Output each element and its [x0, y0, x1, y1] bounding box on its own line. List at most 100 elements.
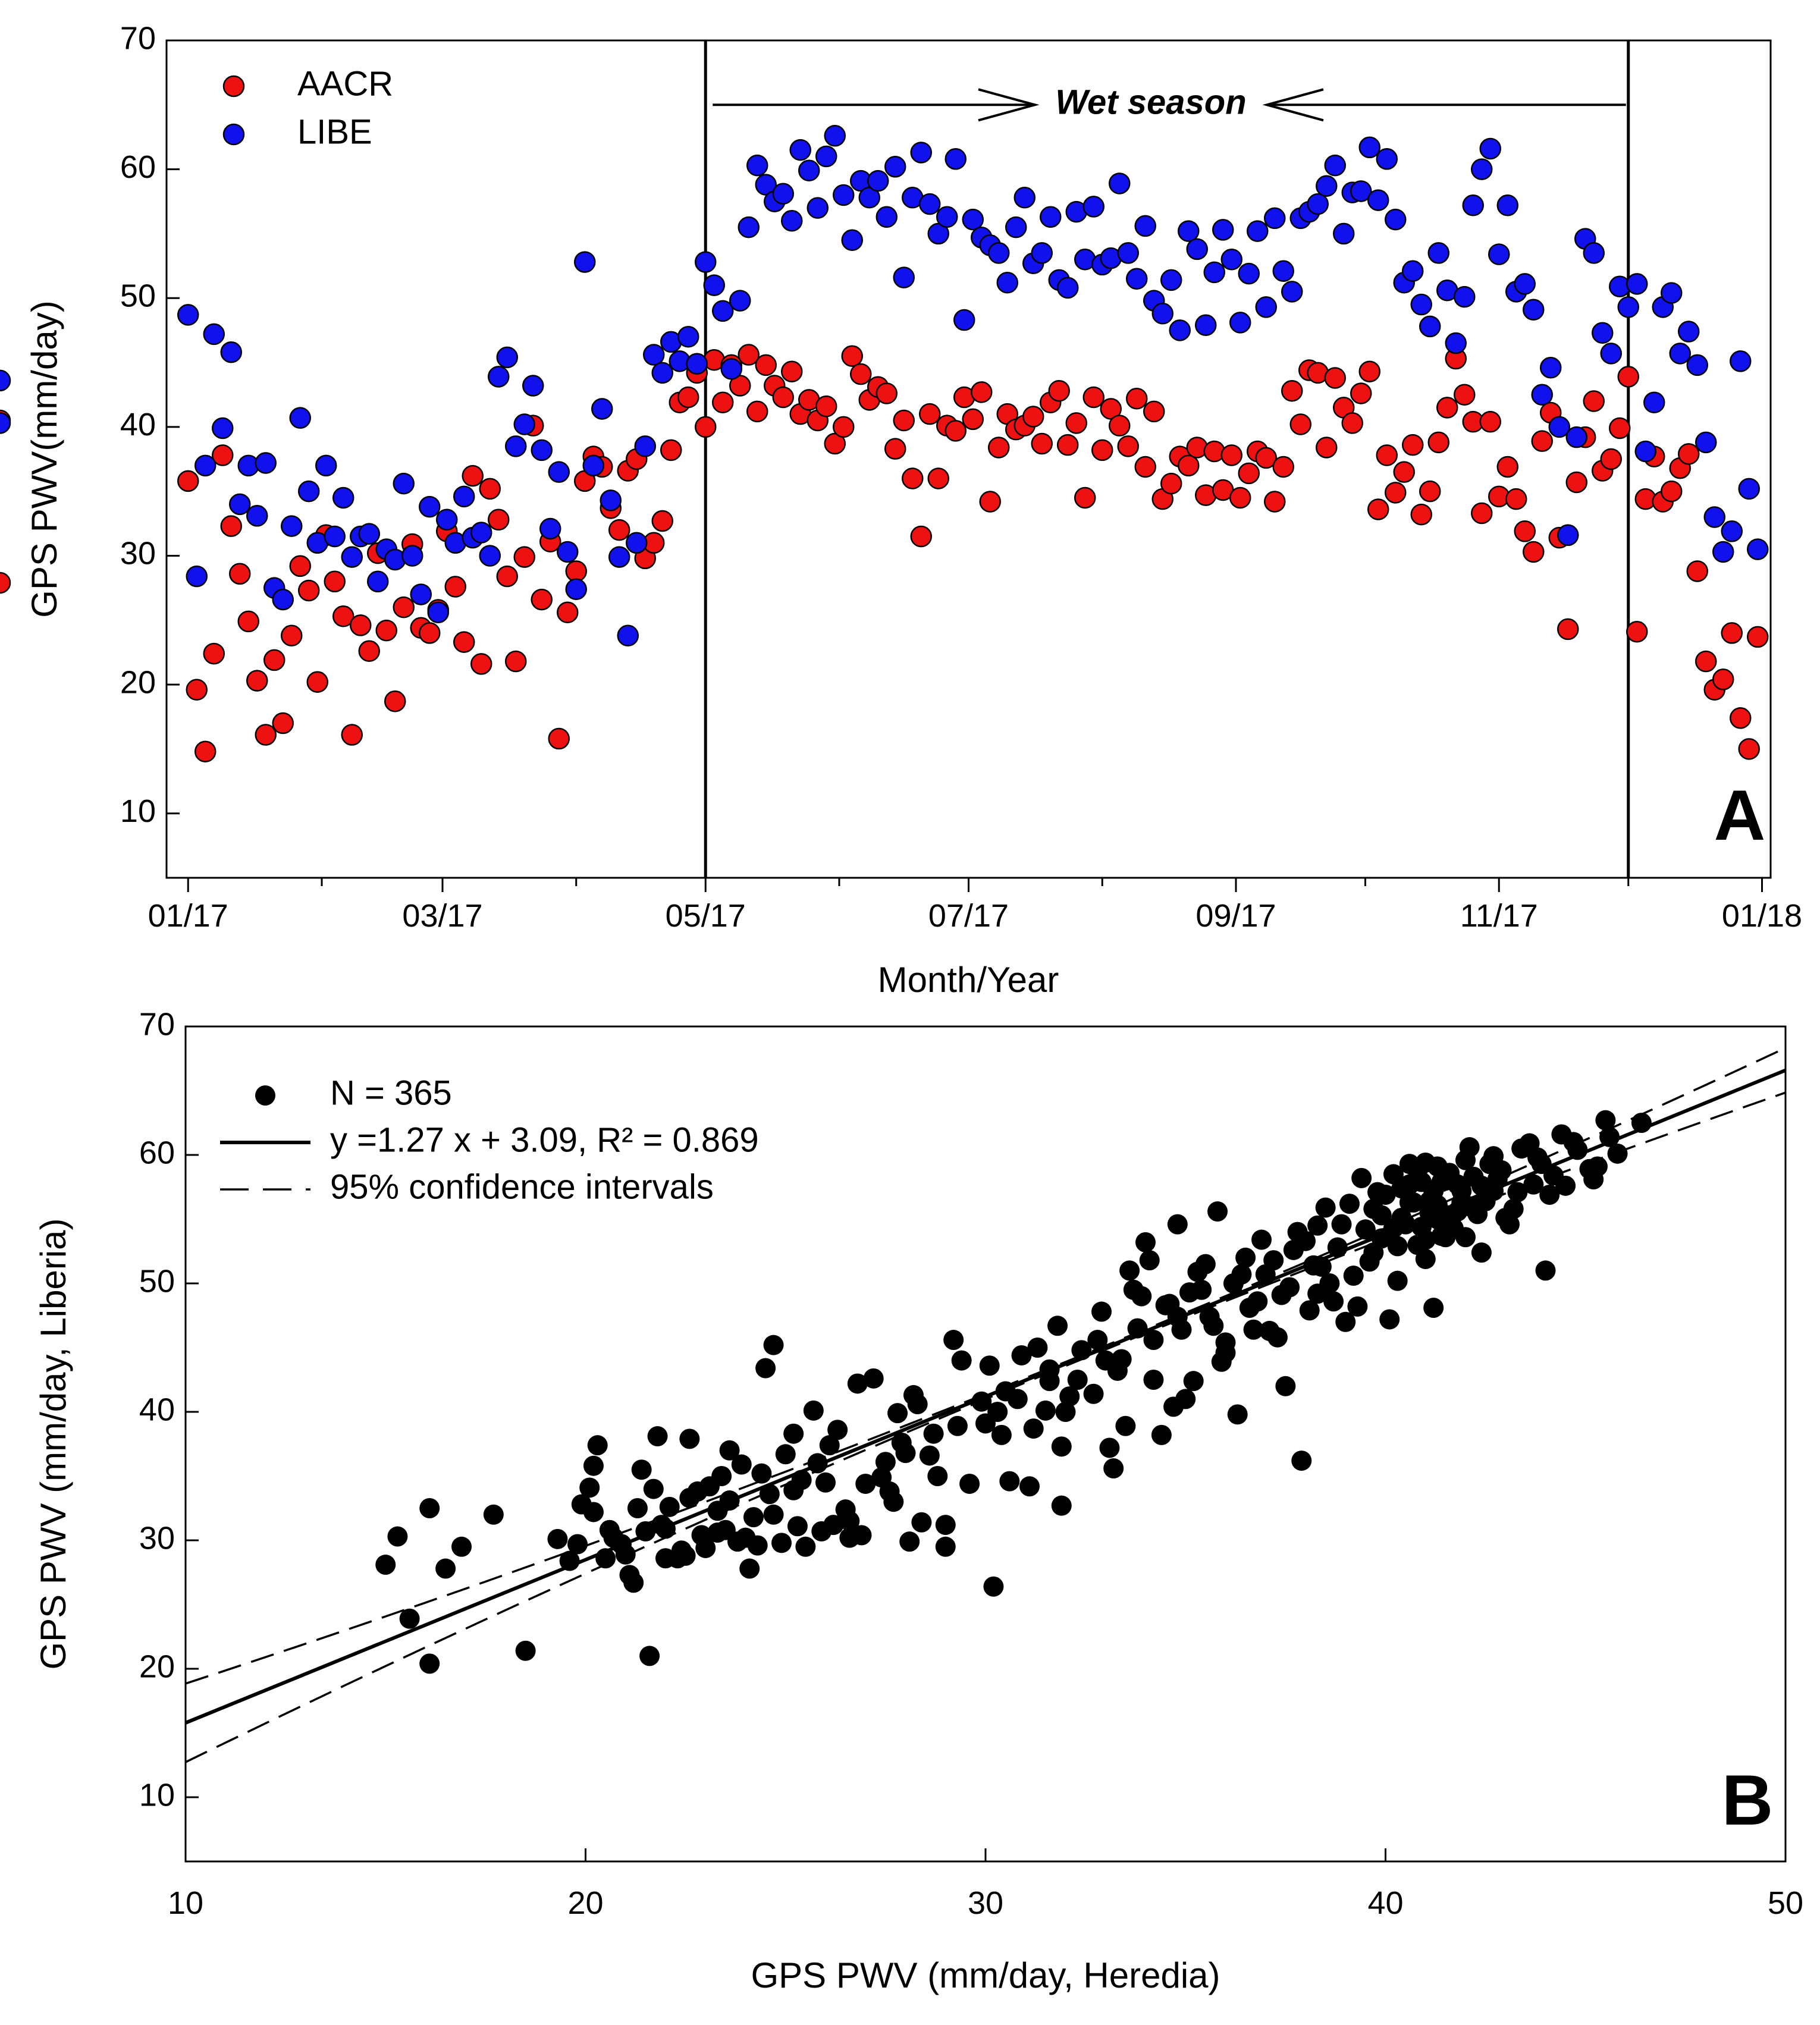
scatter-point: [739, 1558, 760, 1579]
point-aacr: [255, 724, 277, 746]
point-aacr: [1626, 621, 1648, 643]
point-libe: [910, 142, 932, 164]
x-tick-label: 07/17: [928, 898, 1009, 934]
panel-a-x-ticks: 01/17 03/17 05/17 07/17 09/17 11/17 01/18: [148, 878, 1802, 934]
scatter-point: [747, 1535, 768, 1556]
point-aacr: [1048, 379, 1070, 402]
legend-label-ci: 95% confidence intervals: [330, 1167, 714, 1206]
scatter-point: [787, 1516, 808, 1537]
point-aacr: [1238, 462, 1260, 485]
point-libe: [0, 369, 11, 392]
scatter-point: [1507, 1182, 1528, 1203]
y-tick-label: 50: [120, 278, 156, 313]
point-libe: [789, 139, 811, 161]
scatter-point: [715, 1519, 736, 1540]
scatter-point: [1083, 1383, 1104, 1404]
point-aacr: [1126, 387, 1148, 410]
x-tick-label: 20: [567, 1885, 603, 1921]
scatter-point: [883, 1492, 904, 1512]
point-aacr: [755, 354, 777, 376]
point-aacr: [1367, 498, 1389, 520]
scatter-point: [1243, 1319, 1264, 1340]
scatter-point: [1563, 1132, 1584, 1153]
scatter-point: [987, 1402, 1008, 1422]
point-libe: [548, 461, 570, 483]
y-tick-label: 10: [139, 1777, 175, 1813]
point-libe: [324, 525, 346, 548]
point-aacr: [350, 614, 372, 636]
point-aacr: [194, 740, 216, 762]
scatter-point: [947, 1415, 968, 1436]
point-aacr: [1721, 622, 1743, 644]
point-libe: [315, 454, 337, 477]
point-aacr: [979, 491, 1001, 513]
point-libe: [1479, 137, 1501, 160]
point-aacr: [488, 508, 510, 531]
scatter-point: [1163, 1396, 1184, 1417]
scatter-point: [983, 1576, 1004, 1597]
point-aacr: [1419, 480, 1441, 503]
x-tick-label: 40: [1367, 1885, 1403, 1921]
scatter-point: [943, 1330, 964, 1351]
point-libe: [419, 495, 441, 518]
point-aacr: [246, 670, 268, 692]
point-libe: [1151, 302, 1173, 325]
point-aacr: [910, 525, 932, 548]
point-aacr: [237, 610, 259, 633]
point-libe: [1661, 282, 1683, 304]
scatter-point: [1059, 1386, 1080, 1407]
point-libe: [1686, 354, 1708, 376]
scatter-point: [547, 1528, 568, 1549]
point-libe: [470, 522, 492, 544]
point-libe: [867, 169, 889, 192]
point-libe: [1350, 180, 1372, 202]
scatter-point: [1027, 1338, 1048, 1358]
point-aacr: [212, 444, 234, 466]
point-aacr: [453, 631, 475, 653]
point-libe: [289, 407, 311, 429]
point-libe: [1600, 343, 1622, 365]
scatter-point: [1235, 1247, 1256, 1268]
scatter-point: [1535, 1260, 1556, 1281]
point-libe: [1229, 312, 1251, 334]
point-libe: [496, 346, 518, 369]
scatter-point: [1483, 1146, 1504, 1167]
scatter-point: [1275, 1376, 1296, 1396]
panel-b-data-points: [375, 1110, 1652, 1674]
scatter-point: [559, 1550, 580, 1571]
wet-season-label: Wet season: [1055, 83, 1246, 122]
point-libe: [410, 583, 432, 605]
point-aacr: [1264, 491, 1286, 513]
scatter-point: [639, 1646, 660, 1666]
scatter-point: [1051, 1436, 1072, 1457]
scatter-point: [679, 1487, 700, 1508]
scatter-point: [847, 1373, 868, 1394]
scatter-point: [807, 1453, 828, 1474]
panel-a-y-ticks: 10 20 30 40 50 60 70: [120, 20, 180, 829]
scatter-point: [1299, 1300, 1320, 1321]
scatter-point: [1267, 1327, 1288, 1348]
scatter-point: [795, 1536, 816, 1557]
point-libe: [1358, 136, 1380, 159]
y-tick-label: 20: [120, 664, 156, 700]
scatter-point: [1363, 1198, 1384, 1219]
scatter-point: [783, 1423, 804, 1444]
point-aacr: [1074, 486, 1096, 509]
scatter-point: [1055, 1402, 1076, 1422]
scatter-point: [699, 1476, 720, 1497]
scatter-point: [1035, 1400, 1056, 1421]
scatter-point: [1195, 1254, 1216, 1274]
point-libe: [677, 325, 699, 348]
scatter-point: [887, 1403, 908, 1424]
point-aacr: [1471, 502, 1493, 525]
point-aacr: [1289, 413, 1311, 435]
point-aacr: [1436, 397, 1458, 419]
point-libe: [634, 435, 656, 457]
point-aacr: [324, 570, 346, 593]
point-aacr: [419, 622, 441, 644]
point-aacr: [1065, 412, 1087, 434]
legend-label-libe: LIBE: [297, 112, 372, 151]
scatter-point: [875, 1452, 896, 1473]
point-libe: [1488, 243, 1510, 265]
point-aacr: [289, 555, 311, 577]
